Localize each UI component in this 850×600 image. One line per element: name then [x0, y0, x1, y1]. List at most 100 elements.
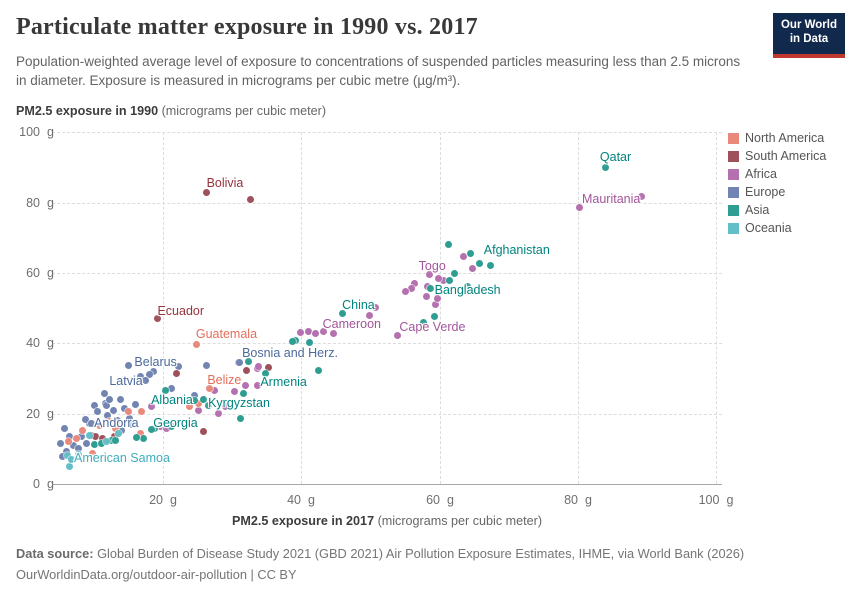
country-label-andorra[interactable]: Andorra: [94, 415, 139, 430]
data-point-andorra[interactable]: [87, 420, 95, 427]
data-point[interactable]: [62, 448, 70, 456]
data-point[interactable]: [88, 449, 96, 457]
data-point[interactable]: [136, 373, 144, 381]
data-point[interactable]: [311, 329, 319, 337]
data-point[interactable]: [66, 463, 74, 471]
data-point[interactable]: [194, 406, 202, 414]
data-point[interactable]: [91, 401, 99, 409]
data-point[interactable]: [59, 453, 67, 461]
license-link[interactable]: OurWorldinData.org/outdoor-air-pollution…: [16, 567, 297, 582]
data-point[interactable]: [106, 396, 114, 404]
data-point[interactable]: [75, 444, 83, 452]
data-point-guatemala[interactable]: [193, 340, 201, 348]
country-label-cape-verde[interactable]: Cape Verde: [399, 320, 466, 335]
data-point[interactable]: [174, 363, 182, 371]
data-point[interactable]: [83, 440, 91, 448]
data-point[interactable]: [156, 423, 164, 431]
data-point[interactable]: [118, 426, 125, 434]
data-point[interactable]: [78, 427, 86, 435]
data-point[interactable]: [239, 389, 247, 397]
country-label-bangladesh[interactable]: Bangladesh: [434, 283, 501, 298]
data-point[interactable]: [124, 408, 132, 416]
data-point-bolivia[interactable]: [203, 188, 211, 196]
data-point[interactable]: [162, 424, 170, 432]
data-point[interactable]: [113, 417, 121, 425]
data-point[interactable]: [365, 311, 373, 319]
data-point-albania[interactable]: [191, 397, 199, 405]
data-point[interactable]: [434, 294, 442, 302]
country-label-belize[interactable]: Belize: [207, 373, 242, 388]
data-point[interactable]: [306, 339, 314, 347]
country-label-afghanistan[interactable]: Afghanistan: [483, 243, 550, 258]
data-point[interactable]: [69, 441, 77, 449]
data-point[interactable]: [102, 438, 110, 446]
data-point[interactable]: [173, 369, 181, 377]
legend-item-oceania[interactable]: Oceania: [728, 219, 826, 237]
country-label-bosnia-and-herz-[interactable]: Bosnia and Herz.: [242, 345, 338, 360]
country-label-guatemala[interactable]: Guatemala: [195, 327, 258, 342]
country-label-qatar[interactable]: Qatar: [599, 150, 632, 165]
data-point[interactable]: [638, 192, 646, 200]
data-point-afghanistan[interactable]: [487, 261, 495, 269]
data-point[interactable]: [410, 280, 418, 288]
data-point[interactable]: [460, 252, 468, 260]
data-point[interactable]: [305, 328, 313, 336]
data-point[interactable]: [445, 241, 453, 249]
data-point[interactable]: [136, 429, 144, 437]
country-label-mauritania[interactable]: Mauritania: [581, 191, 641, 206]
country-label-china[interactable]: China: [342, 298, 375, 313]
data-point[interactable]: [247, 195, 255, 203]
data-point[interactable]: [253, 381, 261, 389]
data-point[interactable]: [109, 406, 117, 414]
data-point[interactable]: [75, 450, 83, 458]
data-point[interactable]: [91, 441, 99, 449]
country-label-belarus[interactable]: Belarus: [134, 355, 177, 370]
legend-item-europe[interactable]: Europe: [728, 183, 826, 201]
data-point[interactable]: [82, 416, 90, 424]
data-point[interactable]: [231, 388, 239, 396]
data-point[interactable]: [138, 408, 146, 416]
data-point[interactable]: [98, 435, 106, 443]
data-point[interactable]: [243, 366, 251, 374]
data-point[interactable]: [469, 264, 477, 272]
data-point[interactable]: [214, 409, 222, 417]
data-point[interactable]: [288, 338, 296, 346]
data-point[interactable]: [205, 401, 213, 409]
data-point[interactable]: [146, 371, 154, 379]
data-point[interactable]: [475, 259, 483, 267]
data-point[interactable]: [194, 399, 202, 407]
data-point[interactable]: [73, 434, 81, 442]
data-point-ecuador[interactable]: [153, 315, 161, 323]
data-point[interactable]: [95, 422, 103, 430]
data-point[interactable]: [85, 431, 93, 439]
data-point[interactable]: [445, 276, 453, 284]
data-point[interactable]: [402, 288, 410, 296]
country-label-armenia[interactable]: Armenia: [260, 374, 307, 389]
data-point[interactable]: [245, 358, 253, 366]
country-label-cameroon[interactable]: Cameroon: [322, 317, 381, 332]
data-point[interactable]: [64, 437, 72, 445]
data-point[interactable]: [203, 361, 211, 369]
data-point[interactable]: [422, 293, 430, 301]
data-point[interactable]: [116, 396, 124, 404]
data-point[interactable]: [264, 363, 272, 371]
data-point[interactable]: [430, 313, 438, 321]
country-label-georgia[interactable]: Georgia: [153, 416, 198, 431]
data-point[interactable]: [114, 429, 122, 437]
data-point[interactable]: [133, 434, 141, 442]
data-point[interactable]: [131, 401, 139, 409]
data-point[interactable]: [254, 363, 262, 371]
data-point-bosnia-and-herz-[interactable]: [235, 359, 243, 367]
legend-item-south-america[interactable]: South America: [728, 147, 826, 165]
data-point-armenia[interactable]: [261, 370, 269, 378]
data-point[interactable]: [241, 381, 249, 389]
data-point[interactable]: [57, 440, 65, 448]
country-label-latvia[interactable]: Latvia: [109, 373, 143, 388]
data-point[interactable]: [408, 284, 416, 292]
data-point-mauritania[interactable]: [576, 204, 584, 212]
data-point-china[interactable]: [338, 309, 346, 317]
data-point-american-samoa[interactable]: [67, 455, 75, 463]
data-point[interactable]: [420, 318, 428, 326]
data-point[interactable]: [315, 367, 323, 375]
